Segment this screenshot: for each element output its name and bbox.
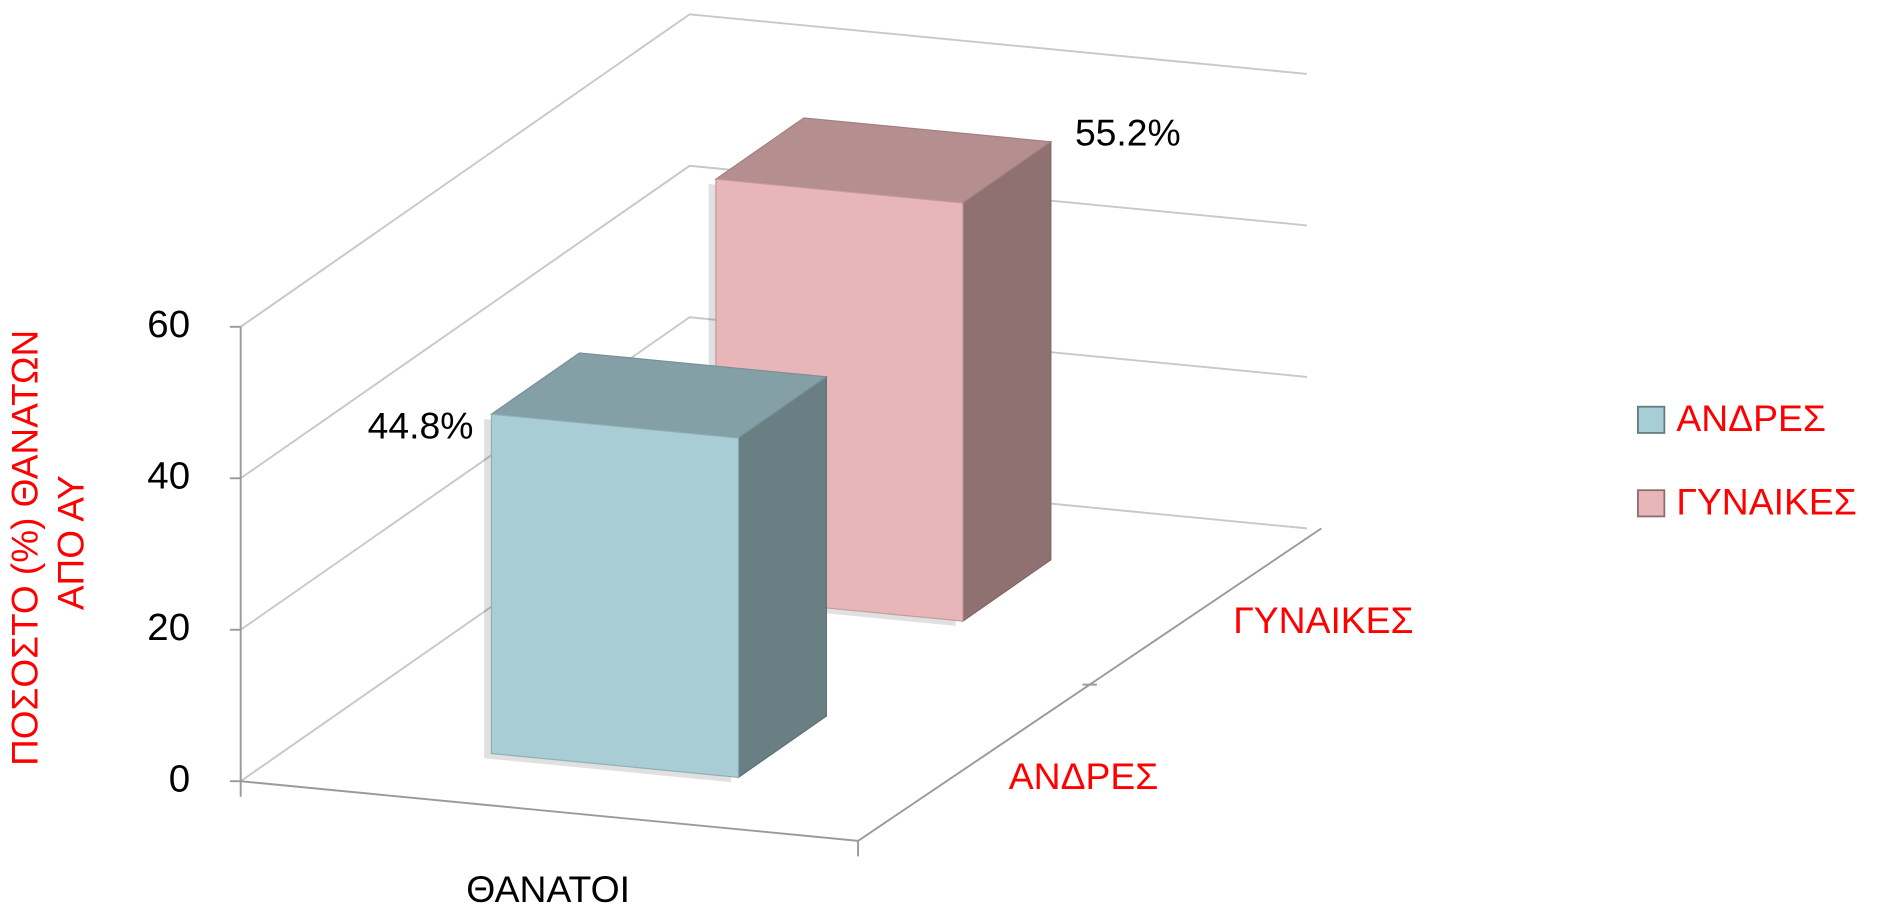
bar-side: [737, 375, 827, 779]
value-label: 55.2%: [1075, 112, 1181, 154]
grid-line: [240, 316, 1308, 631]
bar-front: [490, 413, 739, 779]
legend-swatch: [1636, 405, 1666, 434]
legend-swatch: [1636, 489, 1666, 518]
value-label: 44.8%: [368, 404, 474, 446]
y-axis-label: ΠΟΣΟΣΤΟ (%) ΘΑΝΑΤΩΝ ΑΠΟ ΑΥ: [3, 319, 91, 765]
legend-label: ΓΥΝΑΙΚΕΣ: [1676, 480, 1856, 522]
y-axis-label-line: ΑΠΟ ΑΥ: [49, 475, 91, 610]
y-tick-label: 0: [169, 757, 190, 800]
y-tick-label: 40: [147, 455, 190, 498]
legend-label: ΑΝΔΡΕΣ: [1676, 397, 1826, 439]
grid-line: [240, 164, 1308, 480]
bar: [484, 352, 829, 783]
y-tick-label: 60: [147, 303, 190, 346]
y-axis-label-line: ΠΟΣΟΣΤΟ (%) ΘΑΝΑΤΩΝ: [3, 330, 45, 766]
bar-side: [962, 140, 1052, 623]
depth-label: ΑΝΔΡΕΣ: [1009, 755, 1159, 797]
x-tick-label: ΘΑΝΑΤΟΙ: [466, 868, 630, 910]
depth-label: ΓΥΝΑΙΚΕΣ: [1233, 599, 1413, 641]
grid-line: [240, 13, 1308, 328]
y-tick-label: 20: [147, 606, 190, 649]
